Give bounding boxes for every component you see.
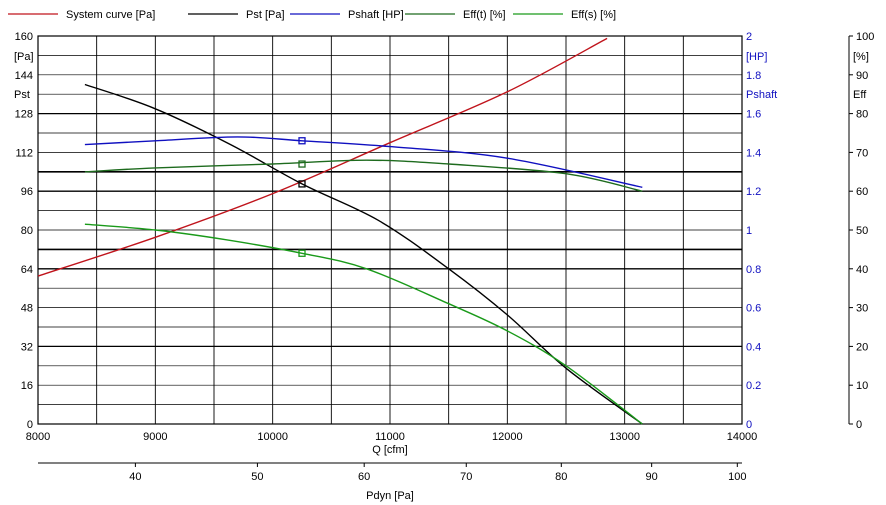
y-left-tick-label: 16 — [21, 380, 33, 392]
x2-tick-label: 90 — [646, 471, 658, 483]
y-right-unit: [%] — [853, 51, 869, 63]
y-mid-tick-label: 0 — [746, 419, 752, 431]
x-tick-label: 14000 — [727, 431, 758, 443]
x-axis-title: Q [cfm] — [372, 444, 407, 456]
y-mid-tick-label: 0.4 — [746, 341, 761, 353]
y-mid-tick-label: 1.6 — [746, 109, 761, 121]
y-right-tick-label: 70 — [856, 147, 868, 159]
operating-point-marker — [298, 137, 306, 145]
legend-item: System curve [Pa] — [8, 9, 155, 21]
series-line — [84, 159, 643, 192]
axes — [37, 35, 853, 467]
series-layer — [37, 37, 643, 425]
x-tick-label: 10000 — [257, 431, 288, 443]
plot-frame — [37, 35, 743, 425]
y-right-tick-label: 60 — [856, 186, 868, 198]
y-left-tick-label: 32 — [21, 341, 33, 353]
y-left-tick-label: 160 — [15, 31, 33, 43]
y-left-tick-label: 0 — [27, 419, 33, 431]
legend-label: Pshaft [HP] — [348, 9, 404, 21]
x2-tick-label: 100 — [728, 471, 746, 483]
y-left-name: Pst — [14, 89, 30, 101]
y-right-tick-label: 30 — [856, 303, 868, 315]
y-left-tick-label: 64 — [21, 264, 33, 276]
legend-item: Eff(t) [%] — [405, 9, 506, 21]
legend-item: Eff(s) [%] — [513, 9, 616, 21]
x2-tick-label: 40 — [129, 471, 141, 483]
legend: System curve [Pa] Pst [Pa] Pshaft [HP] Eff(… — [8, 9, 616, 21]
legend-label: Pst [Pa] — [246, 9, 285, 21]
x2-axis-title: Pdyn [Pa] — [366, 490, 414, 502]
y-right-tick-label: 80 — [856, 109, 868, 121]
axis-labels: 016324864809611212814416000.20.40.60.811… — [14, 31, 874, 502]
y-mid-tick-label: 1 — [746, 225, 752, 237]
y-right-tick-label: 10 — [856, 380, 868, 392]
x-tick-label: 12000 — [492, 431, 523, 443]
y-right-tick-label: 90 — [856, 70, 868, 82]
y-left-tick-label: 112 — [15, 147, 33, 159]
x-tick-label: 8000 — [26, 431, 50, 443]
legend-label: System curve [Pa] — [66, 9, 155, 21]
y-right-tick-label: 0 — [856, 419, 862, 431]
y-right-name: Eff — [853, 89, 867, 101]
legend-item: Pst [Pa] — [188, 9, 285, 21]
y-mid-name: Pshaft — [746, 89, 777, 101]
x2-tick-label: 60 — [358, 471, 370, 483]
y-left-tick-label: 80 — [21, 225, 33, 237]
series-line — [84, 136, 643, 188]
y-left-tick-label: 128 — [15, 109, 33, 121]
y-mid-tick-label: 0.6 — [746, 303, 761, 315]
y-mid-tick-label: 0.2 — [746, 380, 761, 392]
y-left-tick-label: 96 — [21, 186, 33, 198]
y-right-tick-label: 50 — [856, 225, 868, 237]
x-tick-label: 9000 — [143, 431, 167, 443]
y-mid-tick-label: 2 — [746, 31, 752, 43]
series-line — [37, 37, 608, 277]
y-left-unit: [Pa] — [14, 51, 34, 63]
x-tick-label: 13000 — [609, 431, 640, 443]
x2-tick-label: 80 — [555, 471, 567, 483]
x2-tick-label: 50 — [251, 471, 263, 483]
y-right-tick-label: 20 — [856, 341, 868, 353]
x2-tick-label: 70 — [460, 471, 472, 483]
legend-item: Pshaft [HP] — [290, 9, 404, 21]
y-right-tick-label: 40 — [856, 264, 868, 276]
operating-point-marker — [298, 180, 306, 188]
y-mid-tick-label: 1.8 — [746, 70, 761, 82]
y-mid-tick-label: 1.2 — [746, 186, 761, 198]
y-right-tick-label: 100 — [856, 31, 874, 43]
operating-point-marker — [298, 160, 306, 168]
y-left-tick-label: 144 — [15, 70, 33, 82]
grid — [38, 36, 742, 424]
legend-label: Eff(s) [%] — [571, 9, 616, 21]
operating-point-marker — [298, 249, 306, 257]
series-line — [84, 83, 643, 425]
x-tick-label: 11000 — [375, 431, 405, 443]
series-line — [84, 223, 643, 425]
legend-label: Eff(t) [%] — [463, 9, 506, 21]
y-mid-tick-label: 1.4 — [746, 147, 761, 159]
y-mid-unit: [HP] — [746, 51, 767, 63]
y-left-tick-label: 48 — [21, 303, 33, 315]
y-mid-tick-label: 0.8 — [746, 264, 761, 276]
